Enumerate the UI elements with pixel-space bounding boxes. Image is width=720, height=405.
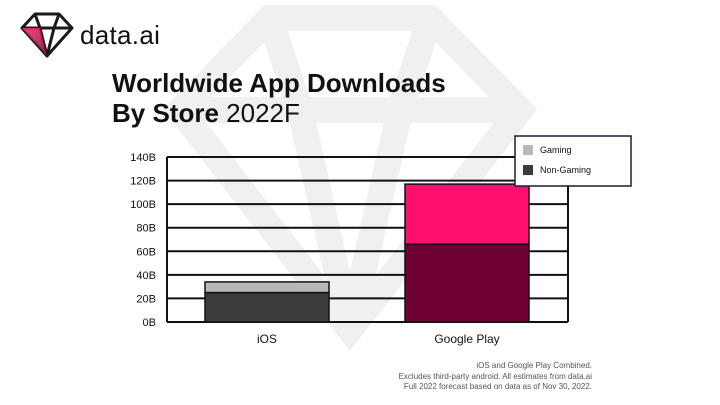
footnote-line-3: Full 2022 forecast based on data as of N… <box>403 382 592 391</box>
title-line-2-year: 2022F <box>226 98 300 128</box>
brand-logo: data.ai <box>20 12 160 58</box>
y-tick-label: 120B <box>130 176 156 188</box>
title-line-1: Worldwide App Downloads <box>112 68 446 98</box>
legend-label: Gaming <box>540 145 572 155</box>
footnote-line-1: iOS and Google Play Combined. <box>476 361 592 370</box>
legend-box <box>514 135 632 187</box>
title-line-2-bold: By Store <box>112 98 219 128</box>
legend-swatch <box>523 165 533 175</box>
y-tick-label: 140B <box>130 152 156 164</box>
y-tick-label: 40B <box>136 270 156 282</box>
y-tick-label: 80B <box>136 223 156 235</box>
brand-name: data.ai <box>80 19 161 50</box>
diamond-logo-icon <box>20 12 74 58</box>
x-category-label: Google Play <box>434 332 499 346</box>
y-tick-label: 20B <box>136 293 156 305</box>
bar-ios-non-gaming <box>204 291 330 323</box>
y-tick-label: 100B <box>130 199 156 211</box>
y-tick-label: 60B <box>136 246 156 258</box>
legend-label: Non-Gaming <box>540 165 591 175</box>
footnote: iOS and Google Play Combined. Excludes t… <box>399 361 592 393</box>
x-category-label: iOS <box>257 332 277 346</box>
footnote-line-2: Excludes third-party android. All estima… <box>398 371 592 381</box>
legend-swatch <box>523 145 533 155</box>
chart-title: Worldwide App Downloads By Store 2022F <box>112 68 446 128</box>
bar-ios-gaming <box>204 281 330 294</box>
bar-google-play-gaming <box>404 183 530 245</box>
bar-google-play-non-gaming <box>404 243 530 323</box>
y-tick-label: 0B <box>143 317 156 329</box>
